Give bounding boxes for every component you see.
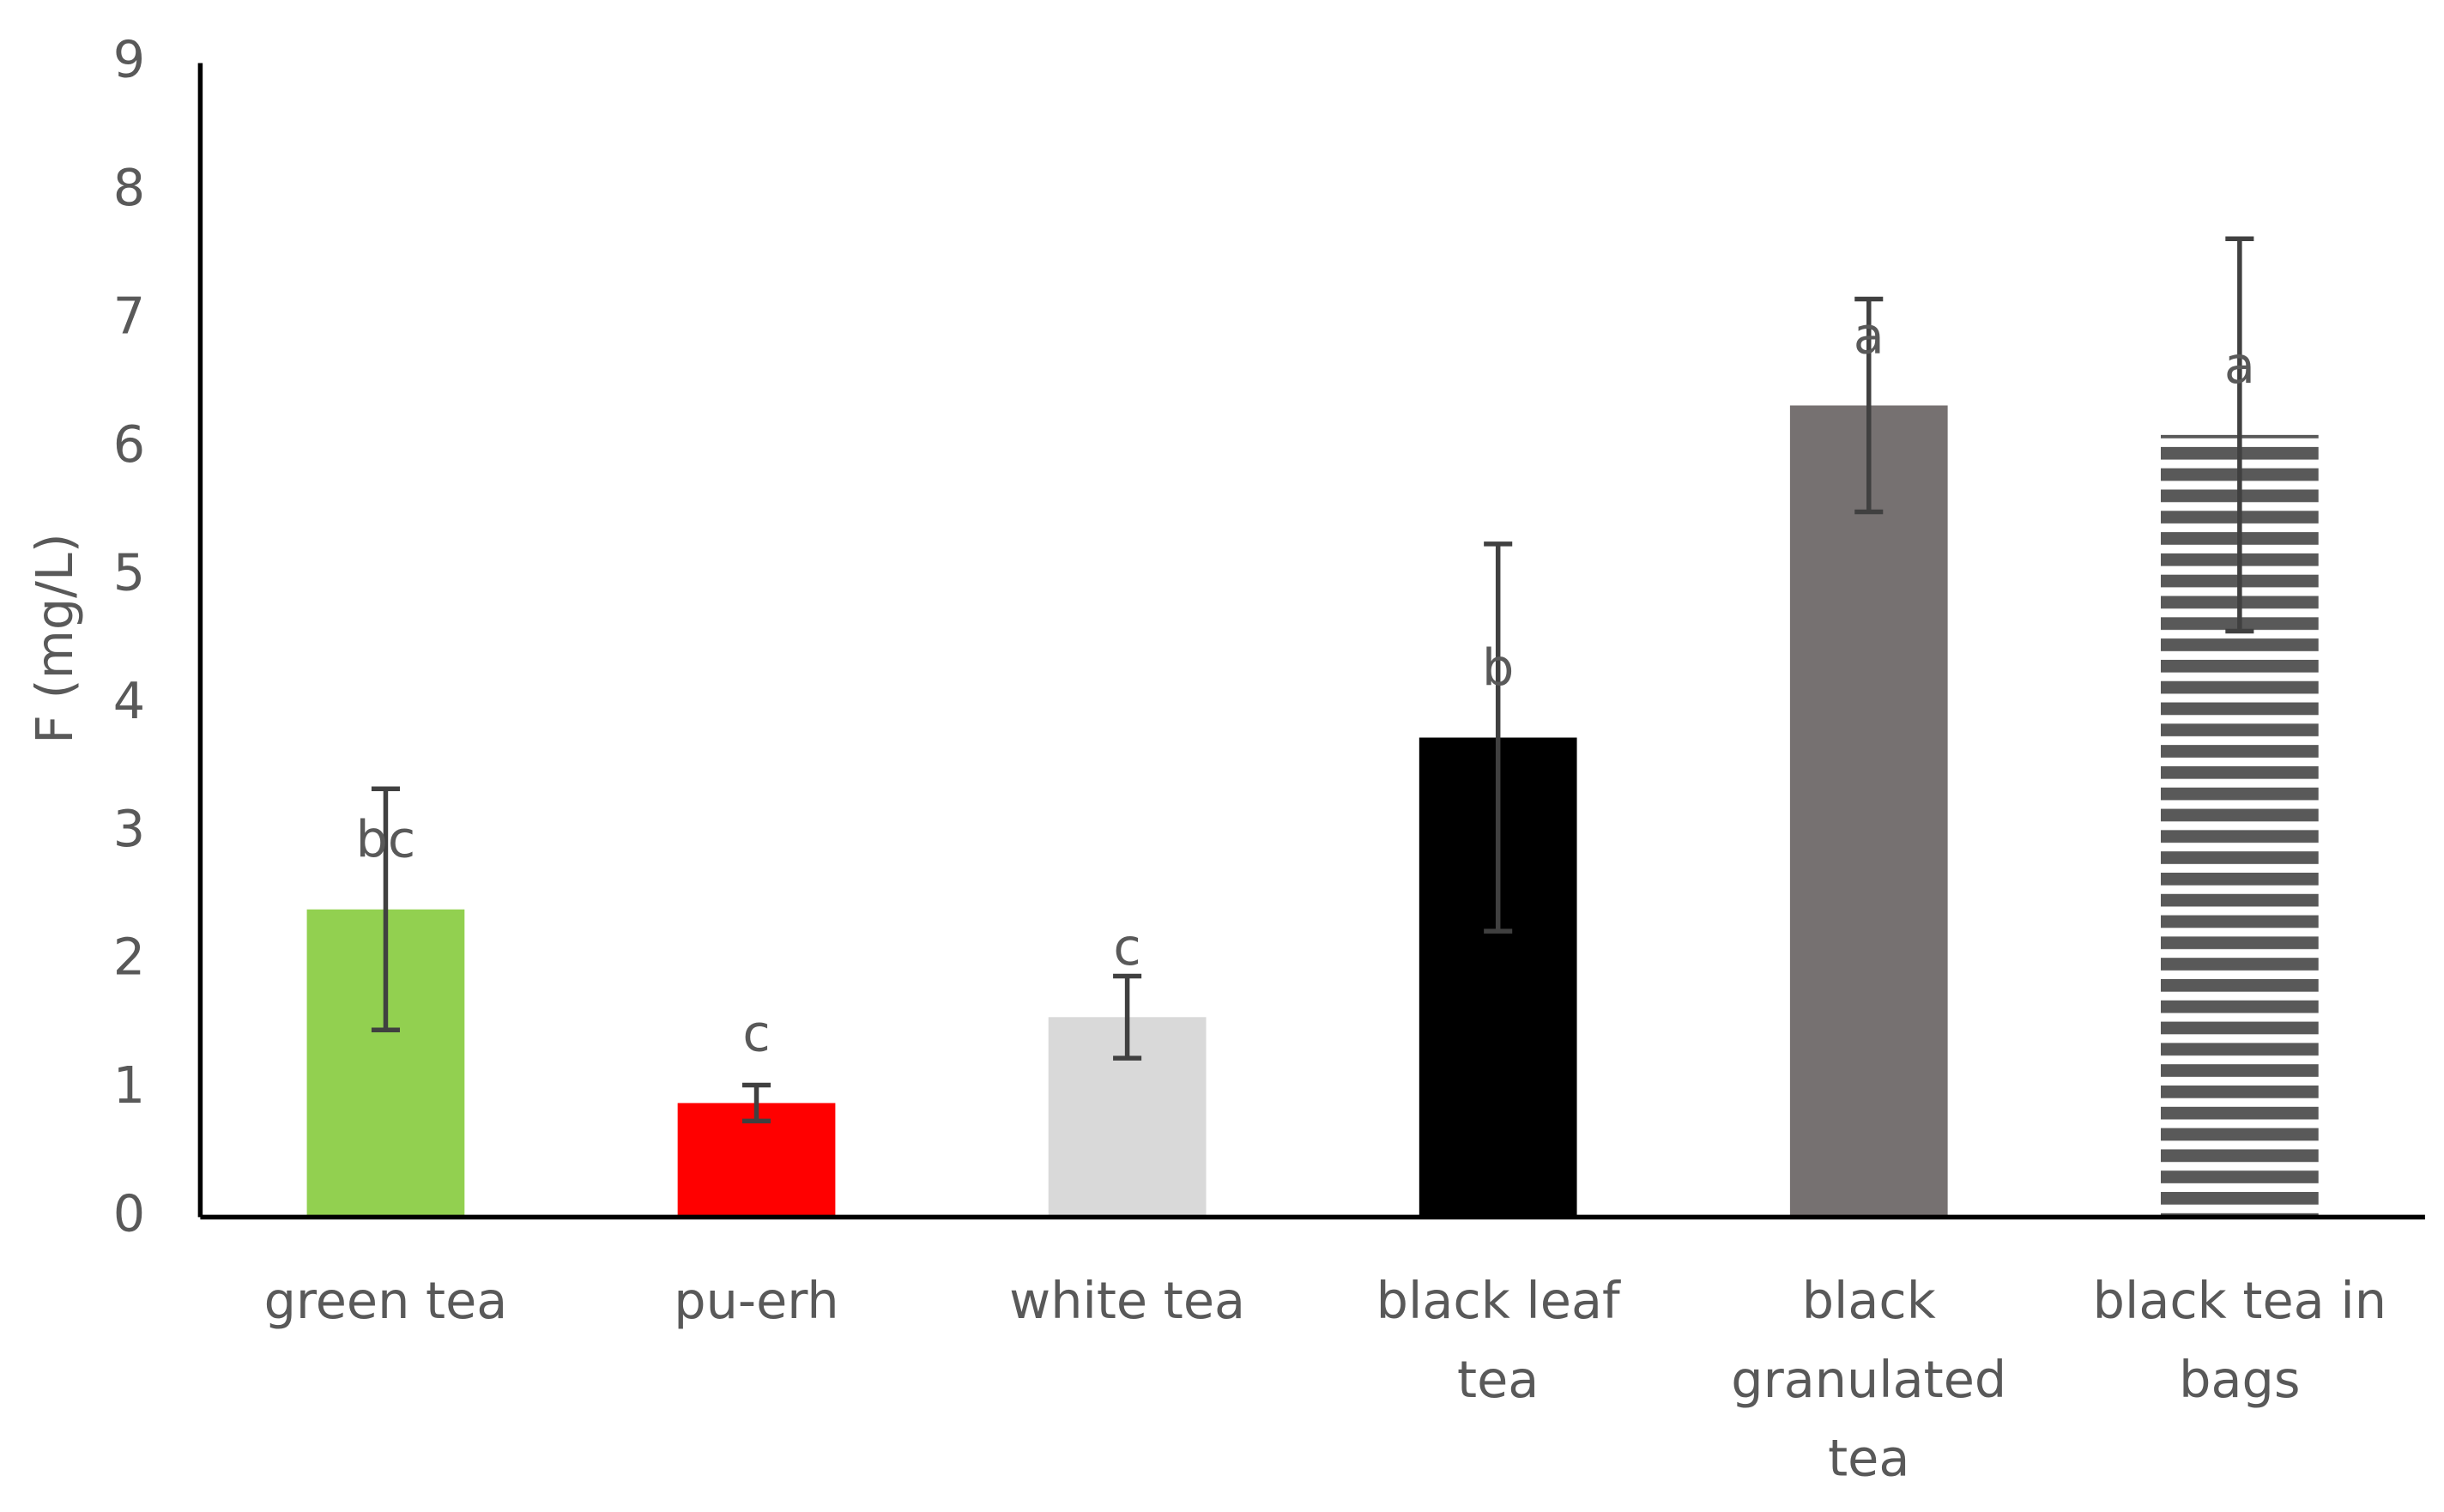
x-tick-label: black granulated tea (1731, 1270, 2007, 1489)
value-label: c (1113, 917, 1140, 977)
y-tick-label: 0 (113, 1184, 145, 1243)
y-tick-label: 4 (113, 671, 145, 730)
y-tick-label: 2 (113, 928, 145, 987)
value-label: c (742, 1003, 770, 1062)
x-tick-label: black tea in bags (2092, 1270, 2387, 1410)
y-tick-label: 6 (113, 414, 145, 474)
bar (1789, 405, 1948, 1218)
value-label: b (1482, 638, 1514, 697)
y-tick-label: 5 (113, 542, 145, 602)
y-tick-label: 7 (113, 286, 145, 345)
y-axis-label: F (mg/L) (25, 533, 84, 744)
x-tick-label: white tea (1009, 1270, 1246, 1331)
value-label: bc (356, 810, 416, 869)
x-tick-label: black leaf tea (1376, 1270, 1620, 1410)
x-tick-label-box: black tea in bags (2092, 1270, 2387, 1410)
x-tick-label: pu-erh (674, 1270, 839, 1331)
y-tick-label: 3 (113, 799, 145, 858)
y-tick-label: 1 (113, 1055, 145, 1115)
y-tick-label: 8 (113, 158, 145, 217)
y-tick-label: 9 (113, 30, 145, 89)
value-label: a (2224, 336, 2255, 395)
x-tick-label-box: pu-erh (674, 1270, 839, 1331)
x-tick-label-box: white tea (1009, 1270, 1246, 1331)
value-label: a (1854, 305, 1884, 365)
x-tick-label: green tea (263, 1270, 508, 1331)
x-tick-label-box: black granulated tea (1731, 1270, 2007, 1489)
x-tick-label-box: black leaf tea (1376, 1270, 1620, 1410)
x-tick-label-box: green tea (263, 1270, 508, 1331)
